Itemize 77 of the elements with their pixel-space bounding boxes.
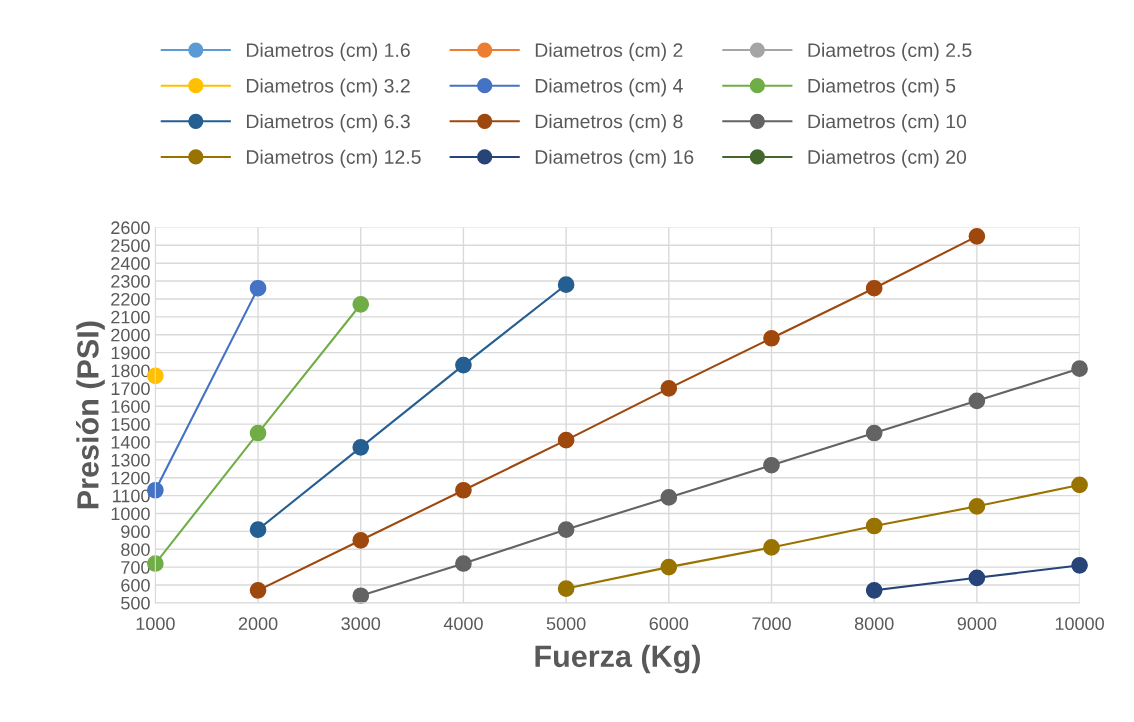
point <box>968 228 986 245</box>
legend-label: Diametros (cm) 10 <box>808 114 967 133</box>
point <box>1071 556 1088 574</box>
legend-label: Diametros (cm) 1.6 <box>246 42 410 61</box>
point <box>249 582 267 599</box>
x-tick-label: 7000 <box>752 617 791 631</box>
y-tick-label: 900 <box>121 525 150 539</box>
point <box>968 569 986 587</box>
y-tick-label: 1600 <box>111 400 150 413</box>
point <box>455 356 472 374</box>
x-tick-label: 2000 <box>238 617 278 631</box>
point <box>557 276 575 293</box>
point <box>763 539 780 556</box>
point <box>455 555 472 572</box>
legend-label: Diametros (cm) 16 <box>535 149 694 168</box>
y-tick-label: 2500 <box>111 239 150 253</box>
point <box>249 424 267 442</box>
x-tick-label: 10000 <box>1055 617 1104 631</box>
y-tick-label: 2000 <box>111 328 150 342</box>
point <box>763 329 780 347</box>
y-tick-label: 1400 <box>111 435 150 449</box>
x-tick-label: 5000 <box>546 617 586 631</box>
point <box>352 531 370 549</box>
y-tick-label: 500 <box>121 596 150 610</box>
point <box>249 279 267 297</box>
y-tick-label: 1200 <box>111 471 150 485</box>
point <box>968 392 986 410</box>
legend-label: Diametros (cm) 20 <box>808 149 967 168</box>
point <box>557 521 575 538</box>
point <box>352 295 370 313</box>
x-tick-label: 6000 <box>649 617 689 631</box>
y-tick-label: 1100 <box>113 489 150 503</box>
point <box>968 497 986 515</box>
point <box>865 424 883 442</box>
y-tick-label: 1800 <box>111 364 150 378</box>
x-axis-title: Fuerza (Kg) <box>535 644 700 674</box>
point <box>865 279 883 297</box>
y-tick-label: 1000 <box>111 507 150 521</box>
y-tick-label: 1500 <box>111 418 150 431</box>
x-tick-label: 9000 <box>957 617 997 631</box>
point <box>249 521 267 538</box>
x-tick-label: 8000 <box>854 617 894 631</box>
point <box>865 517 883 535</box>
y-tick-label: 1700 <box>111 382 150 396</box>
point <box>660 558 678 576</box>
legend-label: Diametros (cm) 8 <box>535 114 683 133</box>
y-tick-label: 2400 <box>111 257 150 270</box>
legend-label: Diametros (cm) 2.5 <box>808 42 972 61</box>
y-tick-label: 2300 <box>111 275 150 288</box>
legend-label: Diametros (cm) 3.2 <box>246 78 410 97</box>
point <box>1071 360 1088 378</box>
x-tick-label: 3000 <box>341 617 381 631</box>
legend-label: Diametros (cm) 6.3 <box>246 114 410 133</box>
point <box>352 587 370 605</box>
point <box>660 489 678 506</box>
point <box>660 379 678 397</box>
y-tick-label: 1300 <box>111 453 150 467</box>
y-tick-label: 2600 <box>111 221 150 235</box>
point <box>352 438 370 456</box>
x-tick-label: 1000 <box>136 617 175 631</box>
point <box>455 481 472 499</box>
legend-label: Diametros (cm) 5 <box>808 78 956 97</box>
point <box>557 431 575 449</box>
point <box>865 582 883 599</box>
point <box>1071 476 1088 494</box>
y-tick-label: 1900 <box>111 346 150 360</box>
legend-label: Diametros (cm) 4 <box>535 78 683 97</box>
x-tick-label: 4000 <box>443 617 483 631</box>
y-tick-label: 2100 <box>111 310 150 324</box>
point <box>763 456 780 474</box>
y-tick-label: 600 <box>121 578 150 592</box>
y-tick-label: 2200 <box>111 292 150 306</box>
y-axis-title: Presión (PSI) <box>76 321 105 509</box>
y-tick-label: 800 <box>121 543 150 556</box>
point <box>557 580 575 597</box>
legend-label: Diametros (cm) 2 <box>535 42 683 61</box>
legend-label: Diametros (cm) 12.5 <box>246 149 421 168</box>
